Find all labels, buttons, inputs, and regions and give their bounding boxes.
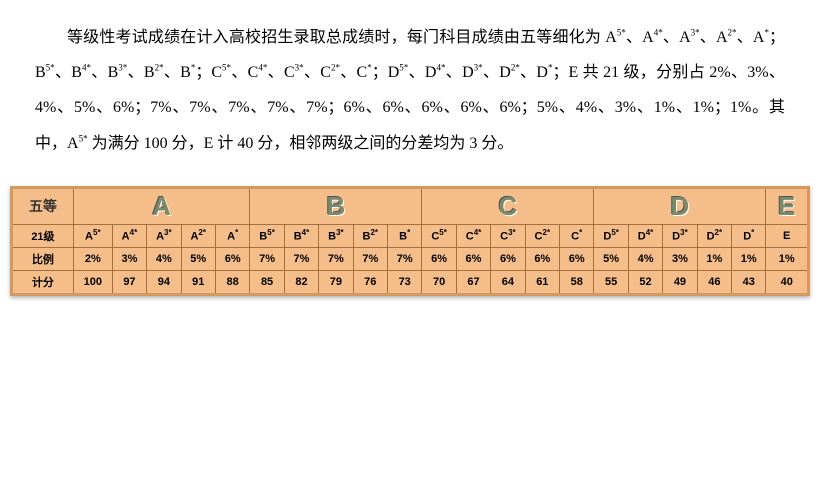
score-cell: 70 xyxy=(422,270,456,294)
score-cell: 67 xyxy=(456,270,490,294)
row-label-5deng: 五等 xyxy=(12,187,74,224)
ratio-cell: 5% xyxy=(594,247,628,270)
group-header-A: A xyxy=(73,187,249,224)
level-cell: C5* xyxy=(422,224,456,247)
group-header-C: C xyxy=(422,187,594,224)
ratio-cell: 6% xyxy=(491,247,525,270)
ratio-cell: 1% xyxy=(732,247,766,270)
ratio-cell: 1% xyxy=(766,247,809,270)
score-cell: 43 xyxy=(732,270,766,294)
level-cell: C* xyxy=(560,224,594,247)
group-header-B: B xyxy=(250,187,422,224)
ratio-cell: 7% xyxy=(387,247,421,270)
level-cell: D3* xyxy=(663,224,697,247)
score-cell: 73 xyxy=(387,270,421,294)
level-cell: C4* xyxy=(456,224,490,247)
ratio-cell: 6% xyxy=(560,247,594,270)
score-cell: 79 xyxy=(319,270,353,294)
score-cell: 82 xyxy=(284,270,318,294)
score-cell: 76 xyxy=(353,270,387,294)
level-cell: D4* xyxy=(628,224,662,247)
score-cell: 61 xyxy=(525,270,559,294)
score-cell: 64 xyxy=(491,270,525,294)
ratio-cell: 6% xyxy=(456,247,490,270)
ratio-cell: 4% xyxy=(628,247,662,270)
ratio-cell: 2% xyxy=(73,247,112,270)
score-cell: 58 xyxy=(560,270,594,294)
level-cell: B2* xyxy=(353,224,387,247)
grade-table: 五等 ABCDE 21级 A5*A4*A3*A2*A*B5*B4*B3*B2*B… xyxy=(10,186,810,296)
level-cell: D5* xyxy=(594,224,628,247)
level-cell: A5* xyxy=(73,224,112,247)
ratio-cell: 6% xyxy=(525,247,559,270)
score-cell: 91 xyxy=(181,270,215,294)
level-cell: D* xyxy=(732,224,766,247)
level-cell: A* xyxy=(215,224,249,247)
ratio-cell: 6% xyxy=(422,247,456,270)
level-cell: A2* xyxy=(181,224,215,247)
level-cell: A4* xyxy=(112,224,146,247)
level-cell: C3* xyxy=(491,224,525,247)
group-header-E: E xyxy=(766,187,809,224)
level-cell: B4* xyxy=(284,224,318,247)
score-cell: 97 xyxy=(112,270,146,294)
row-label-jifen: 计分 xyxy=(12,270,74,294)
row-label-21ji: 21级 xyxy=(12,224,74,247)
score-cell: 88 xyxy=(215,270,249,294)
level-cell: D2* xyxy=(697,224,731,247)
score-cell: 46 xyxy=(697,270,731,294)
score-cell: 40 xyxy=(766,270,809,294)
row-label-bili: 比例 xyxy=(12,247,74,270)
score-cell: 55 xyxy=(594,270,628,294)
ratio-cell: 1% xyxy=(697,247,731,270)
ratio-cell: 4% xyxy=(147,247,181,270)
level-cell: B5* xyxy=(250,224,284,247)
ratio-row: 比例 2%3%4%5%6%7%7%7%7%7%6%6%6%6%6%5%4%3%1… xyxy=(12,247,809,270)
level-cell: B* xyxy=(387,224,421,247)
ratio-cell: 3% xyxy=(663,247,697,270)
score-cell: 94 xyxy=(147,270,181,294)
ratio-cell: 7% xyxy=(284,247,318,270)
level-row: 21级 A5*A4*A3*A2*A*B5*B4*B3*B2*B*C5*C4*C3… xyxy=(12,224,809,247)
level-cell: B3* xyxy=(319,224,353,247)
ratio-cell: 7% xyxy=(353,247,387,270)
score-cell: 49 xyxy=(663,270,697,294)
level-cell: C2* xyxy=(525,224,559,247)
ratio-cell: 5% xyxy=(181,247,215,270)
header-row: 五等 ABCDE xyxy=(12,187,809,224)
grade-table-wrapper: 五等 ABCDE 21级 A5*A4*A3*A2*A*B5*B4*B3*B2*B… xyxy=(0,186,820,296)
ratio-cell: 7% xyxy=(250,247,284,270)
group-header-D: D xyxy=(594,187,766,224)
level-cell: E xyxy=(766,224,809,247)
paragraph-text: 等级性考试成绩在计入高校招生录取总成绩时，每门科目成绩由五等细化为 A5*、A4… xyxy=(35,20,785,161)
level-cell: A3* xyxy=(147,224,181,247)
score-row: 计分 1009794918885827976737067646158555249… xyxy=(12,270,809,294)
ratio-cell: 7% xyxy=(319,247,353,270)
score-cell: 52 xyxy=(628,270,662,294)
description-paragraph: 等级性考试成绩在计入高校招生录取总成绩时，每门科目成绩由五等细化为 A5*、A4… xyxy=(0,0,820,181)
ratio-cell: 6% xyxy=(215,247,249,270)
ratio-cell: 3% xyxy=(112,247,146,270)
score-cell: 100 xyxy=(73,270,112,294)
score-cell: 85 xyxy=(250,270,284,294)
